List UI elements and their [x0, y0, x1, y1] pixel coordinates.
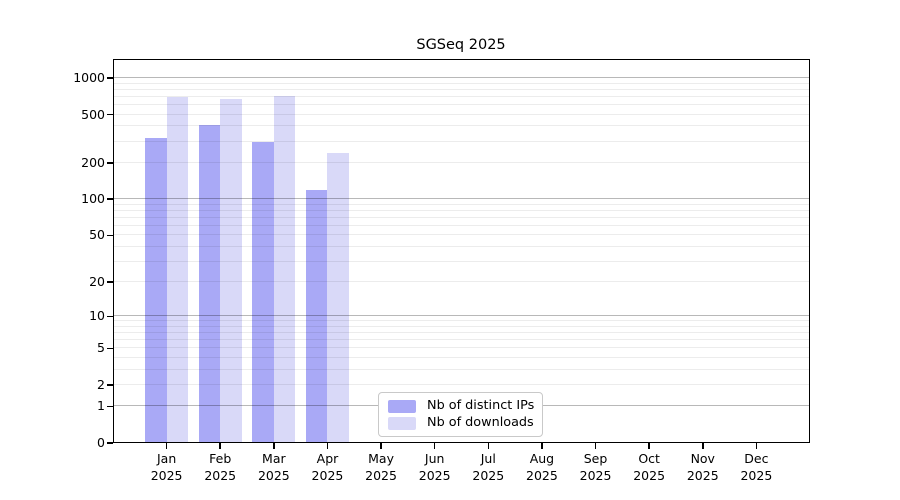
- x-tick-label-dec: Dec 2025: [740, 451, 773, 483]
- x-tick-label-oct: Oct 2025: [633, 451, 666, 483]
- y-tick: [107, 405, 113, 408]
- x-tick-label-aug: Aug 2025: [526, 451, 558, 483]
- x-tick: [755, 443, 758, 449]
- legend-swatch-distinct-ips: [388, 399, 416, 413]
- legend: Nb of distinct IPs Nb of downloads: [378, 392, 543, 437]
- y-tick: [107, 198, 113, 200]
- x-tick-label-apr: Apr 2025: [311, 451, 344, 483]
- y-tick-label: 1000: [73, 70, 105, 85]
- x-tick-label-nov: Nov 2025: [686, 451, 719, 483]
- x-tick: [273, 443, 275, 449]
- plot-area: [113, 59, 810, 443]
- y-tick-label: 2: [97, 376, 105, 392]
- legend-label-distinct-ips: Nb of distinct IPs: [427, 397, 535, 413]
- y-tick-label: 20: [89, 274, 105, 290]
- y-tick: [107, 234, 113, 237]
- bar-downloads-apr: [327, 153, 349, 443]
- y-tick: [107, 442, 113, 444]
- legend-label-downloads: Nb of downloads: [427, 414, 534, 430]
- x-tick: [541, 443, 543, 449]
- chart-title: SGSeq 2025: [416, 37, 506, 53]
- y-tick-label: 5: [97, 340, 105, 356]
- x-tick-label-may: May 2025: [365, 451, 397, 483]
- x-tick: [487, 443, 490, 449]
- legend-item-distinct-ips: Nb of distinct IPs: [388, 397, 535, 413]
- y-tick: [107, 384, 113, 386]
- bar-downloads-mar: [273, 96, 296, 443]
- legend-swatch-downloads: [388, 416, 416, 430]
- bars-layer: [113, 59, 810, 443]
- x-tick-label-feb: Feb 2025: [204, 451, 237, 483]
- y-tick: [107, 315, 113, 318]
- x-tick: [433, 443, 436, 449]
- y-tick-label: 200: [81, 154, 105, 170]
- bar-downloads-jan: [166, 96, 189, 443]
- x-tick: [594, 443, 597, 449]
- y-tick-label: 0: [97, 435, 105, 450]
- y-tick-label: 1: [97, 398, 105, 414]
- bar-distinct-ips-apr: [305, 189, 328, 443]
- bar-distinct-ips-jan: [145, 138, 167, 443]
- x-tick-label-jul: Jul 2025: [472, 451, 505, 483]
- x-tick: [165, 443, 168, 449]
- y-tick-label: 10: [89, 308, 105, 324]
- y-tick: [107, 347, 113, 350]
- x-tick: [702, 443, 704, 449]
- x-tick: [326, 443, 329, 449]
- x-tick-label-mar: Mar 2025: [257, 451, 290, 483]
- x-tick: [380, 443, 382, 449]
- legend-item-downloads: Nb of downloads: [388, 414, 534, 430]
- y-tick: [107, 281, 113, 283]
- y-tick: [107, 162, 113, 164]
- x-tick: [219, 443, 221, 449]
- bar-downloads-feb: [220, 99, 242, 443]
- y-tick-label: 500: [81, 106, 105, 122]
- x-tick: [648, 443, 650, 449]
- bar-distinct-ips-mar: [252, 141, 274, 443]
- x-tick-label-jan: Jan 2025: [150, 451, 183, 483]
- y-tick-label: 100: [81, 191, 105, 207]
- x-tick-label-sep: Sep 2025: [579, 451, 612, 483]
- x-tick-label-jun: Jun 2025: [418, 451, 451, 483]
- y-tick-label: 50: [89, 227, 105, 243]
- bar-distinct-ips-feb: [198, 125, 221, 443]
- y-tick: [107, 77, 113, 79]
- y-tick: [107, 113, 113, 116]
